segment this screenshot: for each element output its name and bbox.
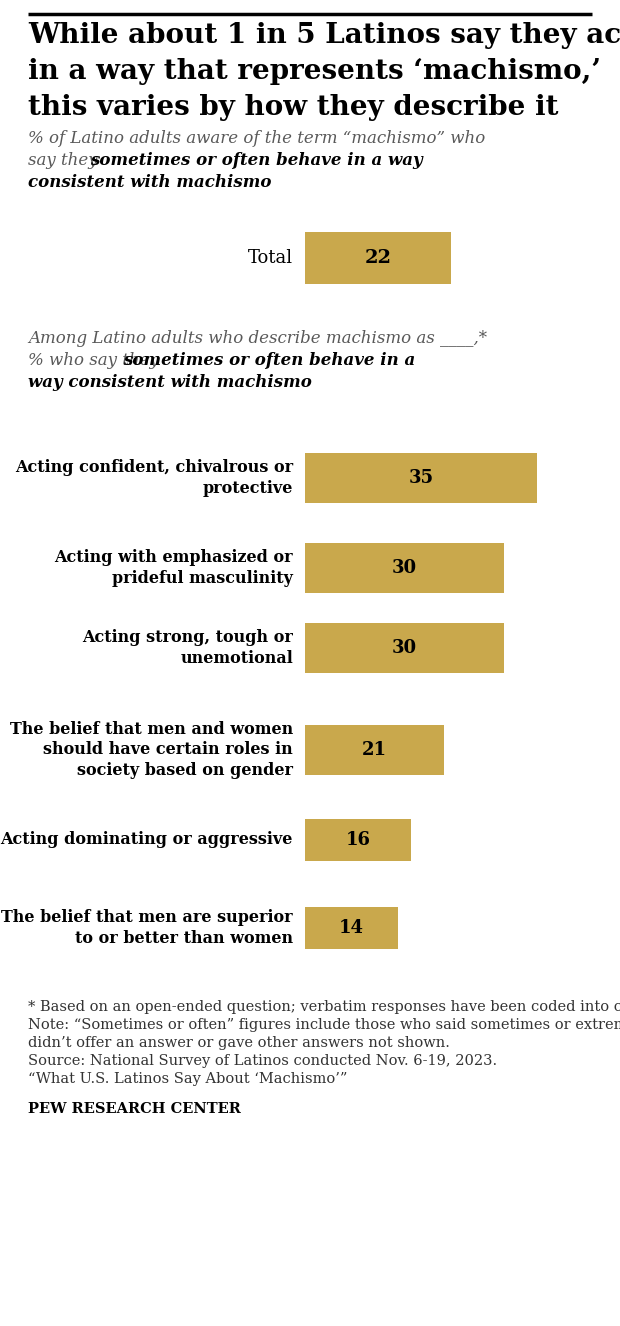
Text: Acting with emphasized or
prideful masculinity: Acting with emphasized or prideful mascu…: [55, 549, 293, 586]
Text: % of Latino adults aware of the term “machismo” who: % of Latino adults aware of the term “ma…: [28, 130, 485, 147]
Text: “What U.S. Latinos Say About ‘Machismo’”: “What U.S. Latinos Say About ‘Machismo’”: [28, 1071, 347, 1086]
Text: Note: “Sometimes or often” figures include those who said sometimes or extremely: Note: “Sometimes or often” figures inclu…: [28, 1018, 620, 1032]
Text: % who say they: % who say they: [28, 351, 164, 369]
Text: in a way that represents ‘machismo,’: in a way that represents ‘machismo,’: [28, 58, 601, 85]
Text: 21: 21: [362, 741, 387, 758]
Text: say they: say they: [28, 152, 103, 168]
Bar: [305, 232, 451, 284]
Bar: [305, 819, 411, 861]
Text: 22: 22: [365, 249, 391, 267]
Text: sometimes or often behave in a: sometimes or often behave in a: [123, 351, 415, 369]
Text: Among Latino adults who describe machismo as ____,*: Among Latino adults who describe machism…: [28, 330, 487, 347]
Text: Acting dominating or aggressive: Acting dominating or aggressive: [1, 831, 293, 849]
Bar: [305, 725, 444, 774]
Text: Source: National Survey of Latinos conducted Nov. 6-19, 2023.: Source: National Survey of Latinos condu…: [28, 1054, 497, 1067]
Text: this varies by how they describe it: this varies by how they describe it: [28, 94, 559, 121]
Bar: [305, 907, 398, 949]
Text: 30: 30: [392, 639, 417, 656]
Text: consistent with machismo: consistent with machismo: [28, 174, 272, 191]
Bar: [305, 544, 503, 593]
Text: While about 1 in 5 Latinos say they act: While about 1 in 5 Latinos say they act: [28, 23, 620, 49]
Text: 30: 30: [392, 560, 417, 577]
Text: The belief that men and women
should have certain roles in
society based on gend: The belief that men and women should hav…: [10, 721, 293, 778]
Text: didn’t offer an answer or gave other answers not shown.: didn’t offer an answer or gave other ans…: [28, 1036, 450, 1050]
Bar: [305, 623, 503, 674]
Text: 16: 16: [345, 831, 371, 849]
Text: * Based on an open-ended question; verbatim responses have been coded into categ: * Based on an open-ended question; verba…: [28, 1000, 620, 1014]
Text: 35: 35: [409, 469, 433, 487]
Text: way consistent with machismo: way consistent with machismo: [28, 374, 312, 391]
Text: Acting strong, tough or
unemotional: Acting strong, tough or unemotional: [82, 630, 293, 667]
Text: The belief that men are superior
to or better than women: The belief that men are superior to or b…: [1, 910, 293, 947]
Text: Acting confident, chivalrous or
protective: Acting confident, chivalrous or protecti…: [15, 459, 293, 497]
Text: 14: 14: [339, 919, 364, 937]
Bar: [305, 453, 537, 503]
Text: sometimes or often behave in a way: sometimes or often behave in a way: [90, 152, 423, 168]
Text: PEW RESEARCH CENTER: PEW RESEARCH CENTER: [28, 1102, 241, 1116]
Text: Total: Total: [248, 249, 293, 267]
